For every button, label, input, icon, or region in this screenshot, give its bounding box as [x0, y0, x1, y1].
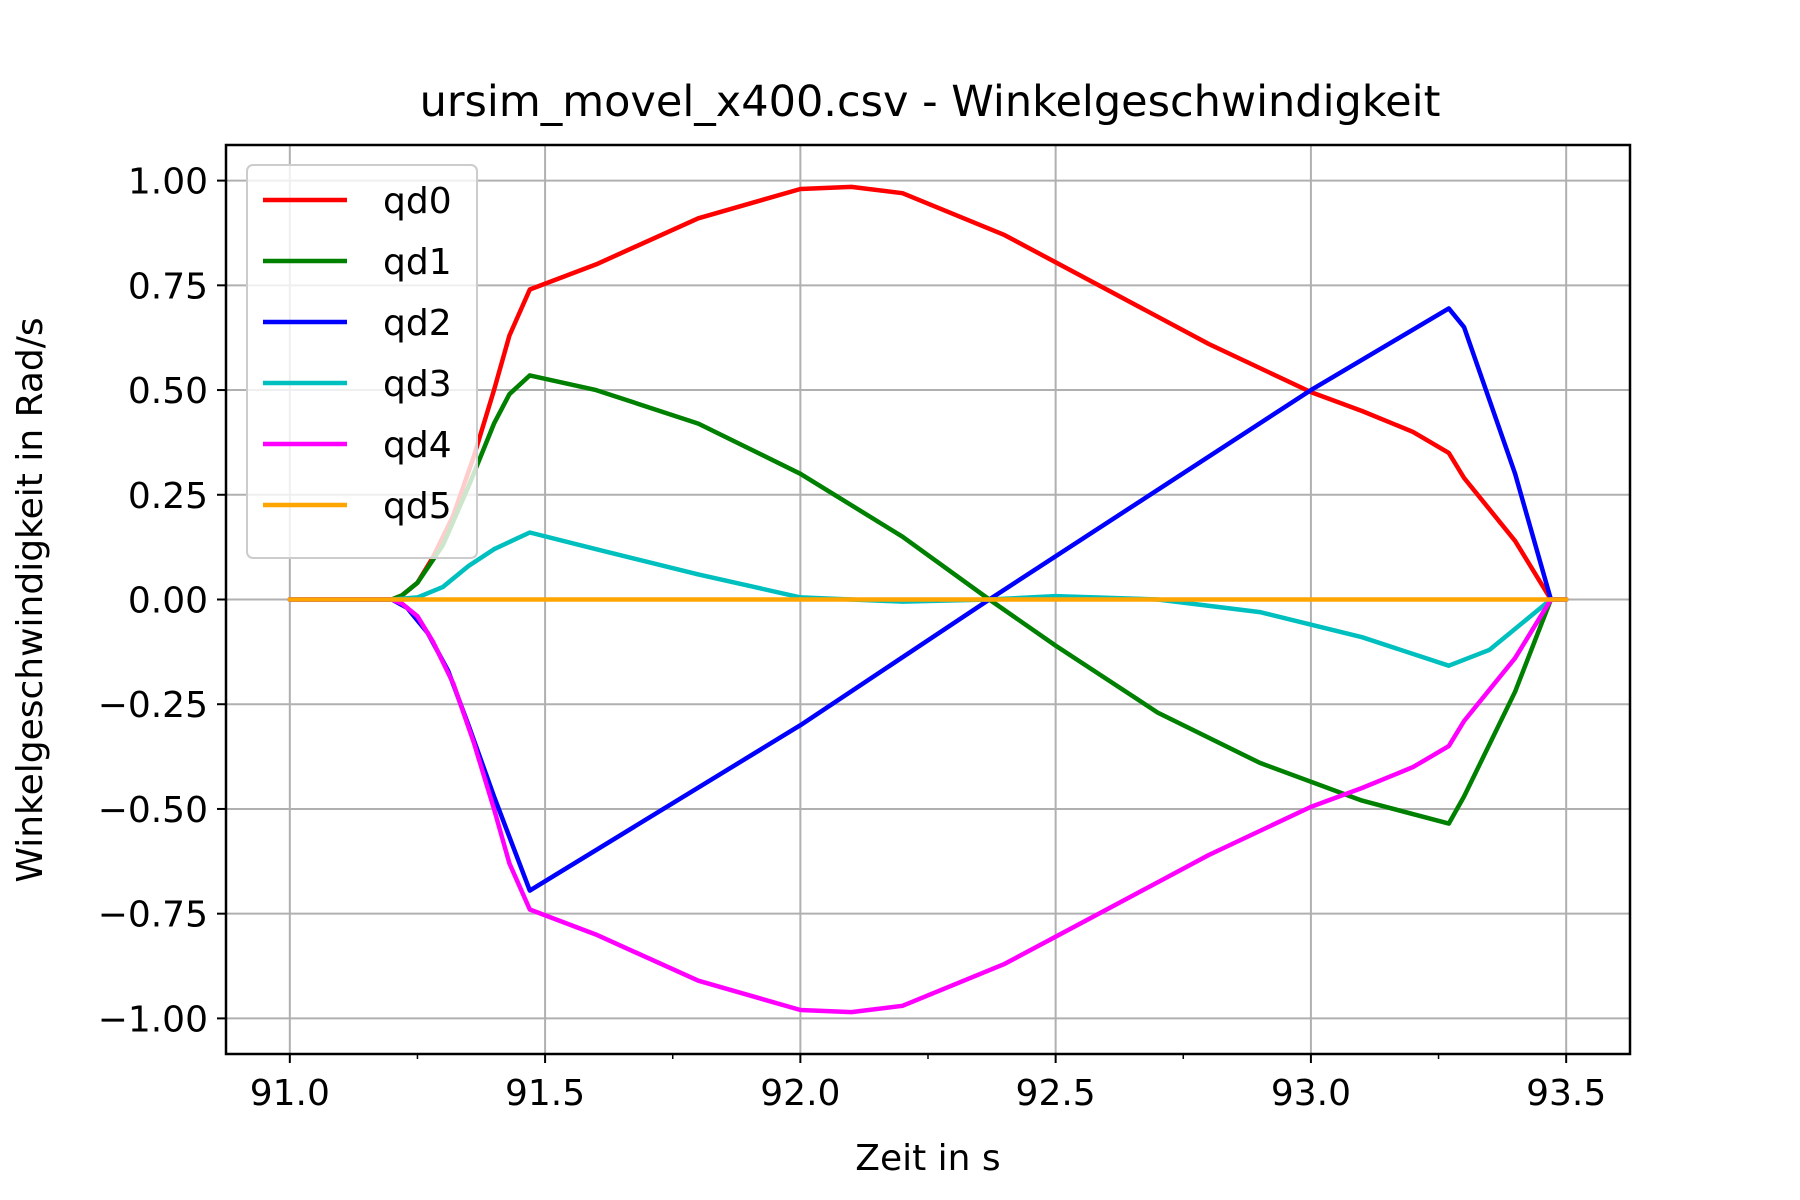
legend-label: qd1 [383, 242, 452, 283]
series-line-qd4 [287, 597, 1569, 1015]
legend-label: qd2 [383, 303, 452, 344]
x-tick-label: 93.0 [1271, 1073, 1351, 1114]
y-tick-label: 0.75 [128, 266, 208, 307]
y-axis: 1.00 0.75 0.50 0.25 0.00 −0.25 −0.50 −0.75 −1.00 [98, 162, 226, 1040]
x-tick-label: 92.5 [1016, 1073, 1096, 1114]
legend: qd0 qd1 qd2 qd3 qd4 qd5 [246, 164, 478, 559]
y-tick-label: −1.00 [98, 999, 208, 1040]
y-tick-label: 1.00 [128, 162, 208, 203]
legend-label: qd3 [383, 364, 452, 405]
y-tick-label: −0.50 [98, 790, 208, 831]
x-tick-label: 91.0 [250, 1073, 330, 1114]
x-tick-label: 92.0 [760, 1073, 840, 1114]
legend-label: qd0 [383, 181, 452, 222]
legend-label: qd5 [383, 486, 452, 527]
y-tick-label: 0.25 [128, 476, 208, 517]
x-tick-label: 93.5 [1526, 1073, 1606, 1114]
y-tick-label: −0.75 [98, 895, 208, 936]
y-tick-label: −0.25 [98, 685, 208, 726]
x-axis: 91.0 91.5 92.0 92.5 93.0 93.5 [250, 1054, 1606, 1114]
x-axis-title: Zeit in s [855, 1138, 1000, 1179]
y-tick-label: 0.00 [128, 581, 208, 622]
x-tick-label: 91.5 [505, 1073, 585, 1114]
y-axis-title: Winkelgeschwindigkeit in Rad/s [10, 317, 51, 882]
legend-label: qd4 [383, 425, 452, 466]
chart-title: ursim_movel_x400.csv - Winkelgeschwindig… [420, 77, 1441, 127]
y-tick-label: 0.50 [128, 371, 208, 412]
